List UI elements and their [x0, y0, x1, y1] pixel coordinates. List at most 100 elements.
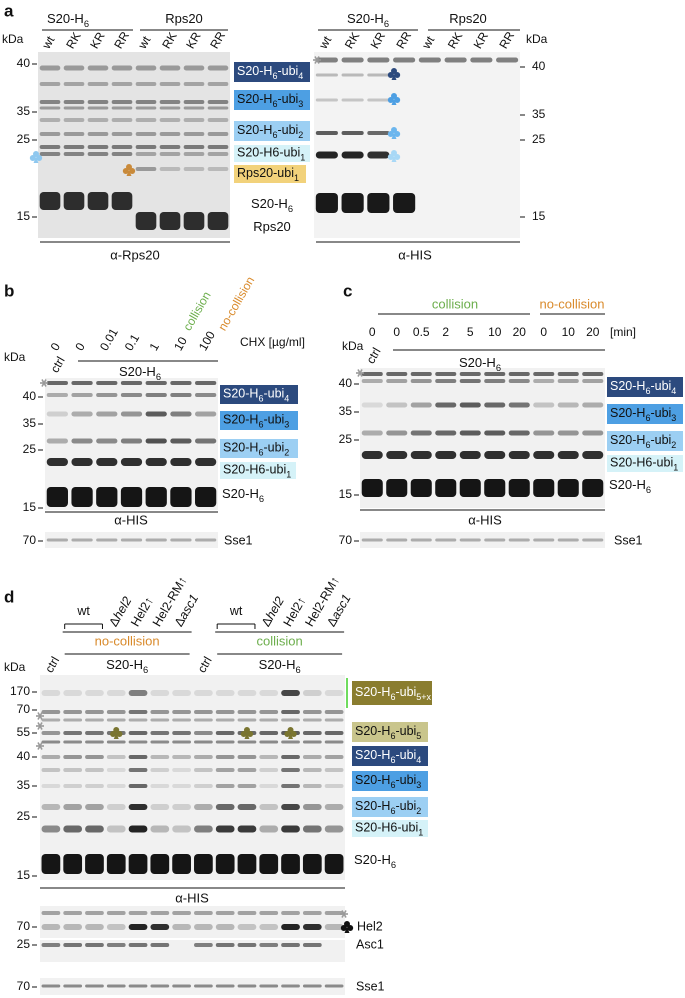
band — [324, 924, 344, 930]
text-part: S20-H — [223, 387, 258, 401]
band — [120, 458, 143, 466]
band — [159, 167, 181, 171]
band — [281, 825, 300, 833]
band — [183, 152, 205, 156]
band — [281, 755, 300, 759]
club-part — [247, 731, 254, 737]
band — [135, 132, 157, 136]
band — [39, 65, 61, 71]
band — [135, 65, 157, 71]
band — [386, 372, 408, 376]
band — [435, 372, 457, 376]
band — [324, 784, 344, 788]
band — [302, 690, 322, 696]
marker-label: 25 — [17, 937, 31, 951]
text-part: 6 — [645, 413, 650, 423]
marker-label: 25 — [23, 442, 37, 456]
lane-label: 10 — [171, 334, 190, 353]
text-part: S20-H6-ubi — [223, 463, 286, 477]
text-part: 1 — [286, 470, 291, 480]
band — [194, 740, 213, 744]
condition-label: collision — [432, 296, 478, 311]
text-part: 2 — [284, 448, 289, 458]
marker-label: 55 — [17, 725, 31, 739]
band — [435, 451, 457, 459]
band — [106, 984, 126, 988]
band — [237, 710, 257, 714]
band — [341, 131, 364, 135]
star-icon — [36, 722, 44, 730]
club-part — [113, 727, 120, 733]
condition-label: no-collision — [215, 274, 257, 333]
band — [63, 192, 85, 210]
band — [194, 984, 213, 988]
lane-label: 5 — [467, 325, 474, 339]
band — [341, 151, 364, 159]
blot — [40, 940, 345, 962]
club-part — [240, 731, 247, 737]
marker-label: 40 — [17, 749, 31, 763]
band — [207, 106, 229, 110]
label-box — [220, 462, 296, 479]
band — [159, 82, 181, 86]
marker-label: 15 — [339, 487, 353, 501]
text-part: Rps20 — [449, 11, 487, 26]
band — [85, 943, 104, 947]
band — [484, 479, 506, 497]
band — [172, 710, 191, 714]
band — [128, 784, 148, 788]
band — [145, 438, 167, 444]
band — [63, 943, 83, 947]
band — [435, 379, 457, 383]
band — [557, 372, 579, 376]
text-part: 3 — [298, 99, 303, 109]
band — [128, 740, 148, 744]
band — [324, 718, 344, 722]
band — [87, 106, 109, 110]
text-part: wt — [229, 604, 243, 618]
lane-label: wt — [76, 604, 90, 618]
band — [410, 430, 432, 436]
band — [194, 784, 213, 788]
band — [237, 768, 257, 772]
band — [194, 755, 213, 759]
lane-label: KR — [471, 29, 492, 51]
band — [111, 100, 133, 104]
text-part: S20-H — [237, 64, 272, 78]
band — [150, 768, 170, 772]
band — [41, 731, 61, 735]
band — [172, 804, 191, 810]
group-label: S20-H6 — [347, 11, 389, 29]
band — [106, 718, 126, 722]
text-part: 6 — [496, 363, 501, 373]
band — [111, 145, 133, 149]
band — [120, 381, 143, 385]
band — [557, 402, 579, 408]
band — [324, 984, 344, 988]
label-box — [352, 771, 428, 791]
club-part — [126, 164, 132, 170]
text-part: 5 — [416, 731, 421, 741]
band — [361, 372, 383, 376]
band — [71, 381, 93, 385]
star-icon — [36, 742, 44, 750]
band — [41, 768, 61, 772]
band — [111, 152, 133, 156]
text-part: 1 — [418, 828, 423, 838]
band — [484, 538, 506, 542]
band — [533, 430, 555, 436]
band — [302, 768, 322, 772]
marker-label: 40 — [339, 376, 353, 390]
band — [183, 145, 205, 149]
band — [63, 106, 85, 110]
band — [63, 710, 83, 714]
band — [85, 924, 104, 930]
band — [557, 479, 579, 497]
lane-label: 20 — [586, 325, 600, 339]
band — [71, 393, 93, 397]
band — [128, 984, 148, 988]
band — [259, 740, 279, 744]
panel-label: c — [343, 281, 352, 300]
band — [194, 768, 213, 772]
